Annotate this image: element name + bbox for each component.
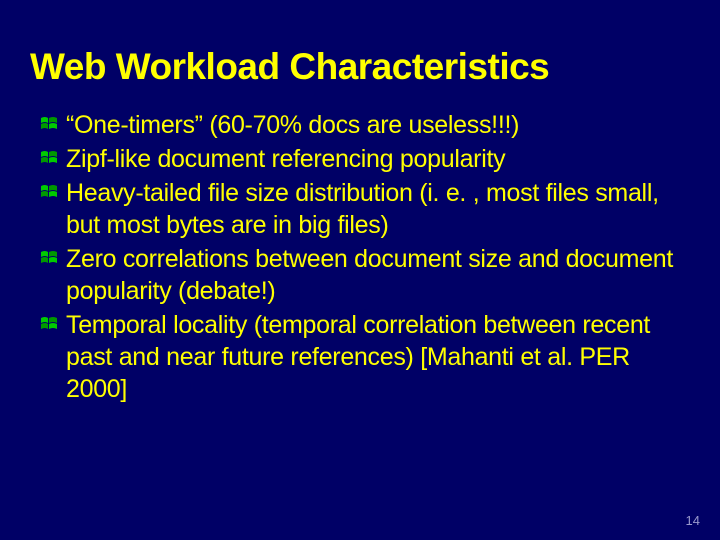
flag-icon: [40, 183, 58, 201]
flag-icon: [40, 249, 58, 267]
list-item: “One-timers” (60-70% docs are useless!!!…: [40, 109, 680, 141]
list-item: Temporal locality (temporal correlation …: [40, 309, 680, 405]
list-item: Zipf-like document referencing popularit…: [40, 143, 680, 175]
bullet-list: “One-timers” (60-70% docs are useless!!!…: [0, 105, 720, 405]
bullet-text: Zero correlations between document size …: [66, 245, 673, 305]
slide-title: Web Workload Characteristics: [0, 0, 720, 105]
bullet-text: “One-timers” (60-70% docs are useless!!!…: [66, 111, 519, 139]
bullet-text: Zipf-like document referencing popularit…: [66, 145, 505, 173]
bullet-text: Temporal locality (temporal correlation …: [66, 311, 650, 403]
flag-icon: [40, 149, 58, 167]
flag-icon: [40, 315, 58, 333]
list-item: Heavy-tailed file size distribution (i. …: [40, 177, 680, 241]
slide-container: Web Workload Characteristics “One-timers…: [0, 0, 720, 540]
bullet-text: Heavy-tailed file size distribution (i. …: [66, 179, 659, 239]
list-item: Zero correlations between document size …: [40, 243, 680, 307]
page-number: 14: [686, 513, 700, 528]
flag-icon: [40, 115, 58, 133]
